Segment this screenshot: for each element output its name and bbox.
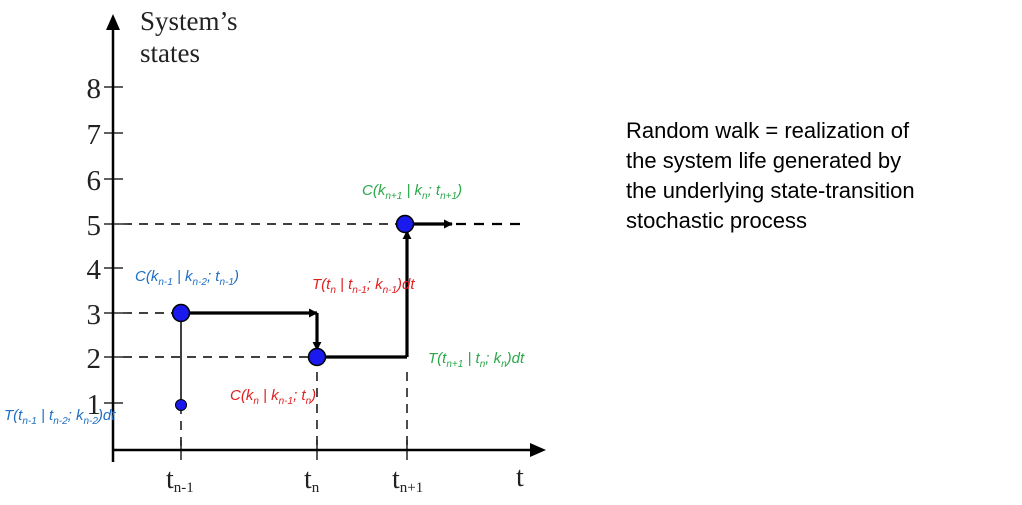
y-tick-7: 7 (87, 119, 123, 151)
y-axis-arrow-icon (106, 14, 120, 30)
x-axis-label: t (516, 462, 524, 493)
y-axis-title-line1: System’s (140, 6, 238, 36)
y-axis-title-line2: states (140, 38, 200, 68)
label-t-cur: T(tn | tn-1; kn-1)dt (312, 276, 415, 296)
state-node-3 (171, 303, 191, 323)
y-tick-4: 4 (87, 254, 123, 286)
y-tick-6: 6 (87, 165, 123, 197)
state-node-5 (395, 214, 415, 234)
y-tick-3: 3 (87, 299, 123, 331)
caption-text: Random walk = realization of the system … (626, 116, 1018, 236)
x-tick-label-n-1: tn-1 (166, 464, 194, 496)
y-tick-1: 1 (87, 389, 123, 421)
walk-path (181, 219, 453, 359)
caption-line-1: Random walk = realization of (626, 118, 910, 143)
svg-text:2: 2 (87, 343, 102, 375)
x-tick-label-n+1: tn+1 (392, 464, 423, 496)
x-axis-arrow-icon (530, 443, 546, 457)
caption-line-3: the underlying state-transition (626, 178, 915, 203)
state-node-2 (307, 347, 327, 367)
label-c-cur: C(kn | kn-1; tn) (230, 387, 316, 407)
label-t-next: T(tn+1 | tn; kn)dt (428, 350, 525, 370)
caption-line-2: the system life generated by (626, 148, 902, 173)
y-tick-2: 2 (87, 343, 123, 375)
svg-text:6: 6 (87, 165, 102, 197)
label-c-prev: C(kn-1 | kn-2; tn-1) (135, 268, 239, 288)
y-tick-8: 8 (87, 73, 123, 105)
caption-line-4: stochastic process (626, 208, 807, 233)
label-t-prev: T(tn-1 | tn-2; kn-2)dt (4, 407, 116, 427)
svg-text:4: 4 (87, 254, 102, 286)
svg-text:1: 1 (87, 389, 102, 421)
state-node-1 (175, 399, 187, 411)
y-tick-5: 5 (87, 210, 123, 242)
random-walk-diagram: System’s states 8 7 6 5 4 3 2 1 tn-1 tn … (4, 6, 546, 496)
label-c-next: C(kn+1 | kn; tn+1) (362, 182, 462, 202)
guide-lines (123, 223, 408, 450)
svg-text:3: 3 (87, 299, 102, 331)
svg-text:5: 5 (87, 210, 102, 242)
x-tick-label-n: tn (304, 464, 320, 496)
svg-text:8: 8 (87, 73, 102, 105)
svg-text:7: 7 (87, 119, 102, 151)
